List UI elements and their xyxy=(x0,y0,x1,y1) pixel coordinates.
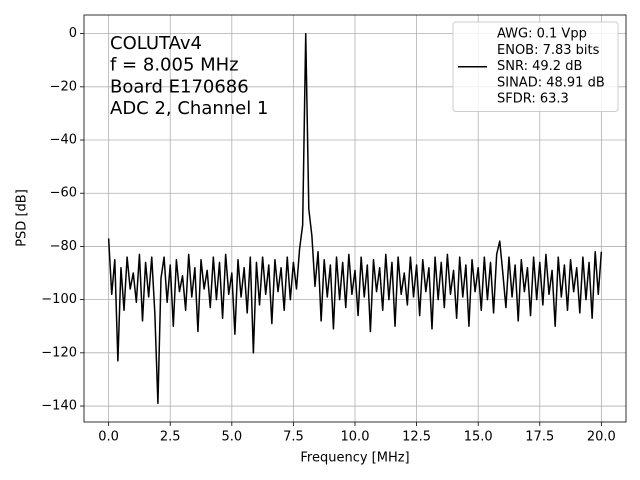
x-tick-label: 2.5 xyxy=(160,430,181,445)
x-axis-label: Frequency [MHz] xyxy=(300,451,409,466)
annotation: Board E170686 xyxy=(110,76,249,97)
y-tick-label: −140 xyxy=(41,399,77,414)
y-tick-label: −100 xyxy=(41,292,77,307)
legend-label: SFDR: 63.3 xyxy=(497,92,569,107)
x-tick-label: 17.5 xyxy=(525,430,554,445)
x-tick-label: 5.0 xyxy=(221,430,242,445)
y-axis-label: PSD [dB] xyxy=(15,189,30,247)
x-tick-label: 12.5 xyxy=(402,430,431,445)
axes-frame xyxy=(83,14,627,423)
x-tick-label: 10.0 xyxy=(341,430,370,445)
y-tick-label: 0 xyxy=(69,26,77,41)
y-tick-label: −20 xyxy=(50,79,77,94)
legend-label: SNR: 49.2 dB xyxy=(497,59,582,74)
legend-label: ENOB: 7.83 bits xyxy=(497,43,600,58)
legend-label: AWG: 0.1 Vpp xyxy=(497,27,587,42)
x-tick-label: 0.0 xyxy=(98,430,119,445)
x-tick-label: 7.5 xyxy=(283,430,304,445)
x-tick-label: 20.0 xyxy=(587,430,616,445)
legend-box xyxy=(452,21,619,112)
annotation: f = 8.005 MHz xyxy=(110,55,239,76)
y-tick-label: −120 xyxy=(41,345,77,360)
annotation: ADC 2, Channel 1 xyxy=(110,98,268,119)
y-tick-label: −80 xyxy=(50,239,77,254)
legend-label: SINAD: 48.91 dB xyxy=(497,75,605,90)
y-tick-label: −40 xyxy=(50,133,77,148)
y-tick-label: −60 xyxy=(50,186,77,201)
series-line xyxy=(107,32,603,405)
x-tick-label: 15.0 xyxy=(464,430,493,445)
annotation: COLUTAv4 xyxy=(110,33,202,54)
